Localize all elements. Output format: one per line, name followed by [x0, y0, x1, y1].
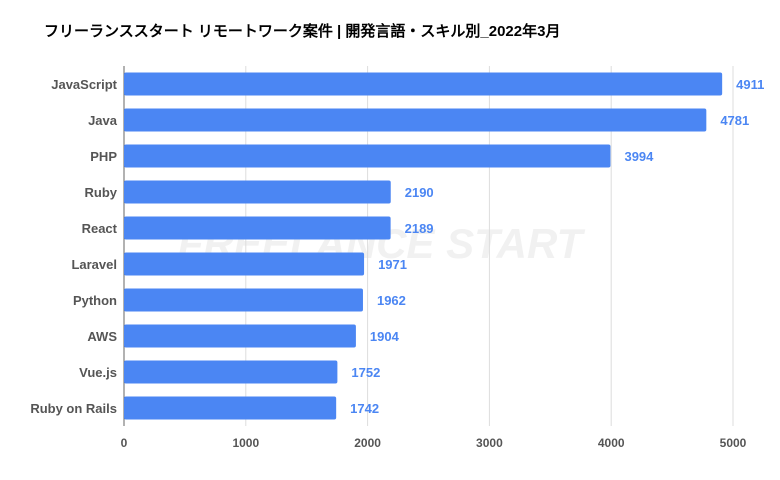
- category-label: Ruby: [85, 185, 118, 200]
- bar: [124, 108, 707, 132]
- category-label: Python: [73, 293, 117, 308]
- x-tick-label: 0: [121, 436, 128, 450]
- category-label: Vue.js: [79, 365, 117, 380]
- data-label: 1742: [350, 401, 379, 416]
- data-label: 4911: [736, 77, 764, 92]
- data-label: 2190: [405, 185, 434, 200]
- data-label: 4781: [720, 113, 749, 128]
- x-tick-label: 5000: [720, 436, 747, 450]
- bar: [124, 360, 338, 384]
- category-label: JavaScript: [51, 77, 117, 92]
- bar: [124, 288, 363, 312]
- x-tick-label: 3000: [476, 436, 503, 450]
- bar: [124, 216, 391, 240]
- category-label: React: [82, 221, 118, 236]
- bar: [124, 144, 611, 168]
- data-label: 1904: [370, 329, 400, 344]
- data-label: 3994: [624, 149, 654, 164]
- category-label: Laravel: [71, 257, 117, 272]
- bar: [124, 324, 356, 348]
- data-label: 1971: [378, 257, 407, 272]
- bar: [124, 396, 337, 420]
- bar: [124, 252, 365, 276]
- x-tick-label: 1000: [232, 436, 259, 450]
- category-label: Java: [88, 113, 118, 128]
- x-tick-label: 2000: [354, 436, 381, 450]
- bar: [124, 72, 723, 96]
- data-label: 1752: [351, 365, 380, 380]
- chart-title: フリーランススタート リモートワーク案件 | 開発言語・スキル別_2022年3月: [44, 22, 560, 40]
- data-label: 1962: [377, 293, 406, 308]
- bar: [124, 180, 391, 204]
- category-label: AWS: [87, 329, 117, 344]
- category-label: PHP: [90, 149, 117, 164]
- data-label: 2189: [405, 221, 434, 236]
- category-label: Ruby on Rails: [30, 401, 117, 416]
- x-tick-label: 4000: [598, 436, 625, 450]
